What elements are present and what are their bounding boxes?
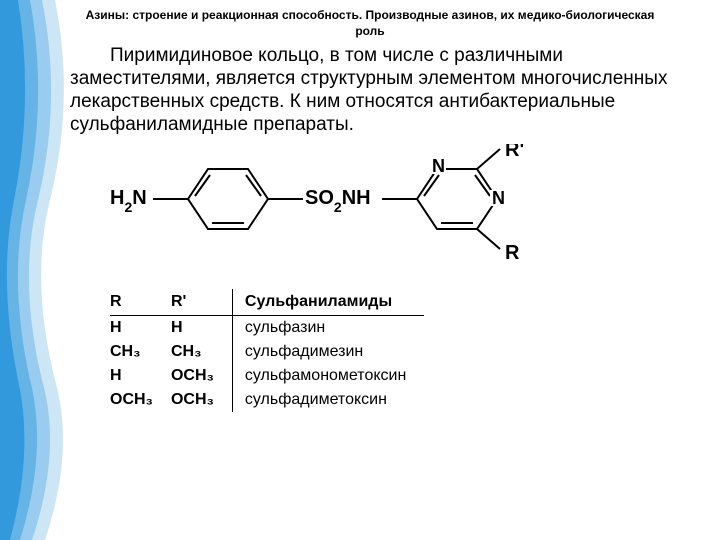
cell-r-prime: OCH₃ — [171, 388, 232, 412]
header-r: R — [110, 289, 171, 316]
r-prime-label: R' — [505, 144, 524, 161]
header-name: Сульфаниламиды — [232, 289, 424, 316]
main-paragraph: Пиримидиновое кольцо, в том числе с разл… — [70, 45, 700, 136]
table-row: H H сульфазин — [110, 316, 424, 341]
substituent-table: R R' Сульфаниламиды H H сульфазин CH₃ CH… — [110, 289, 700, 412]
cell-r-prime: H — [171, 316, 232, 341]
table-row: CH₃ CH₃ сульфадимезин — [110, 340, 424, 364]
so2nh-label: SO2NH — [305, 187, 371, 215]
cell-name: сульфадимезин — [232, 340, 424, 364]
table-row: H OCH₃ сульфамонометоксин — [110, 364, 424, 388]
cell-name: сульфазин — [232, 316, 424, 341]
cell-r: H — [110, 364, 171, 388]
cell-name: сульфамонометоксин — [232, 364, 424, 388]
cell-r-prime: CH₃ — [171, 340, 232, 364]
content-area: Азины: строение и реакционная способност… — [0, 0, 720, 422]
cell-r-prime: OCH₃ — [171, 364, 232, 388]
cell-r: CH₃ — [110, 340, 171, 364]
chemical-structure: H2N SO2NH N N — [110, 144, 700, 279]
table-row: OCH₃ OCH₃ сульфадиметоксин — [110, 388, 424, 412]
cell-name: сульфадиметоксин — [232, 388, 424, 412]
nitrogen-2: N — [492, 188, 505, 208]
r-label: R — [505, 242, 520, 264]
cell-r: H — [110, 316, 171, 341]
header-r-prime: R' — [171, 289, 232, 316]
page-title: Азины: строение и реакционная способност… — [40, 8, 700, 39]
h2n-label: H2N — [110, 187, 147, 215]
cell-r: OCH₃ — [110, 388, 171, 412]
nitrogen-1: N — [432, 156, 445, 176]
